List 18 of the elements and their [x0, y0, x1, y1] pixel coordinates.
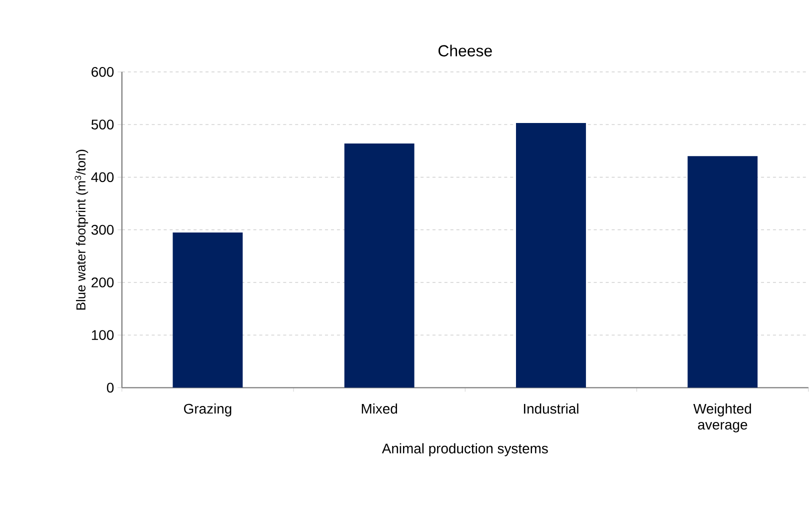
bar — [516, 123, 586, 388]
x-tick-label: Grazing — [184, 404, 232, 417]
bar — [172, 232, 243, 388]
x-tick-label: Mixed — [362, 404, 398, 414]
y-tick-label: 200 — [92, 278, 114, 288]
y-axis-title: Blue water footprint (m$^{3}$/ton) — [74, 150, 88, 310]
y-tick-label: 600 — [92, 67, 114, 78]
y-tick-label: 500 — [91, 120, 114, 130]
y-tick-label: 0 — [106, 382, 114, 393]
x-tick-label: Industrial — [524, 404, 578, 414]
bar — [688, 156, 758, 388]
y-tick-label: 100 — [92, 330, 114, 340]
y-tick-label: 300 — [91, 225, 114, 235]
x-tick-label: Weighted average — [693, 404, 752, 433]
bar — [344, 144, 414, 388]
y-tick-label: 400 — [91, 172, 114, 182]
x-axis-title: Animal production systems — [382, 443, 548, 456]
chart-title: Cheese — [438, 44, 492, 57]
